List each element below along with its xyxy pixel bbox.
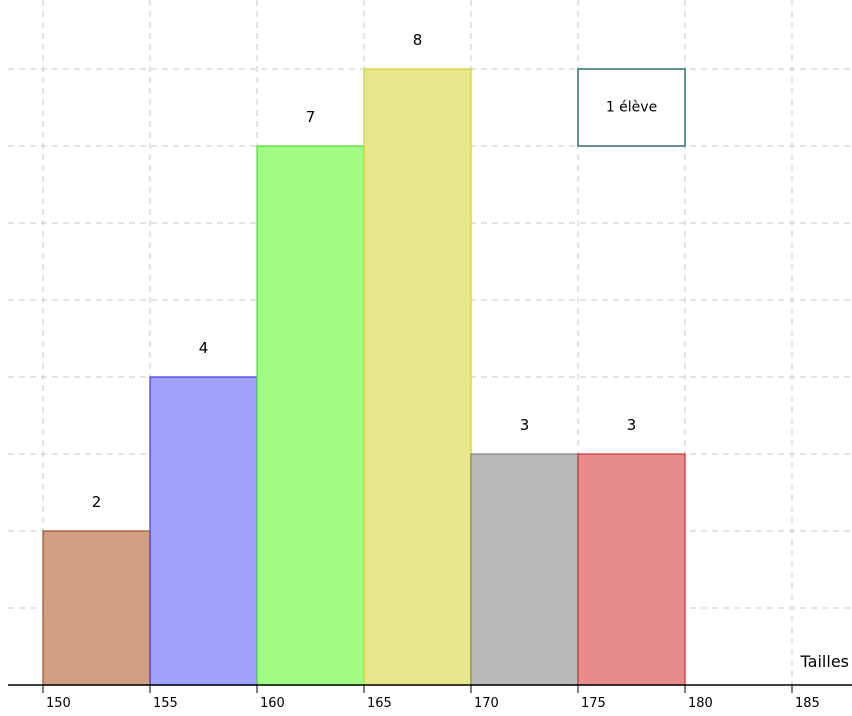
x-tick-label: 175 (581, 696, 606, 711)
x-tick-label: 150 (46, 696, 71, 711)
bar-value-label: 2 (92, 493, 102, 511)
legend-box (577, 68, 686, 147)
x-tick-label: 180 (688, 696, 713, 711)
bar-value-label: 3 (520, 416, 530, 434)
legend-label: 1 élève (606, 100, 657, 116)
x-tick-label: 160 (260, 696, 285, 711)
x-axis: 150 155 160 165 170 175 180 185 (8, 684, 852, 711)
bar-value-label: 8 (413, 31, 423, 49)
histogram-bar (42, 530, 151, 686)
x-tick-label: 165 (367, 696, 392, 711)
bar-value-label: 7 (306, 108, 316, 126)
legend: 1 élève (577, 68, 686, 147)
x-tick-label: 155 (153, 696, 178, 711)
bar-value-label: 4 (199, 339, 209, 357)
x-tick-label: 170 (474, 696, 499, 711)
bar-labels: 2 4 7 8 3 3 (92, 31, 637, 511)
histogram-bar (577, 453, 686, 686)
histogram-bar (470, 453, 579, 686)
bars (42, 68, 686, 686)
histogram-bar (149, 376, 258, 686)
histogram-bar (363, 68, 472, 686)
bar-value-label: 3 (627, 416, 637, 434)
x-tick-label: 185 (795, 696, 820, 711)
histogram-bar (256, 145, 365, 686)
x-axis-title: Tailles (800, 652, 849, 671)
